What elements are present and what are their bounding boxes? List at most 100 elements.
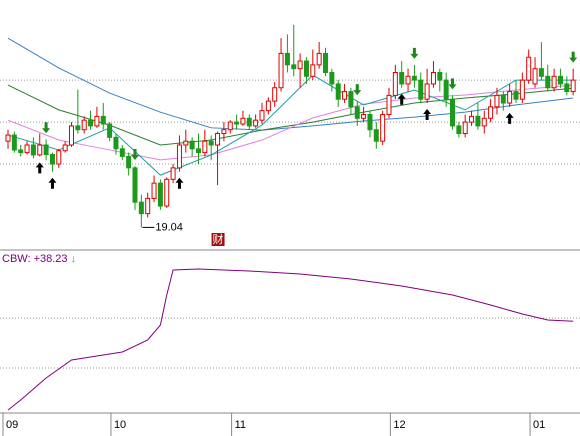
- candle-body: [208, 140, 214, 146]
- candle: [297, 53, 303, 88]
- candle: [291, 24, 297, 77]
- candle: [221, 122, 227, 142]
- candle: [253, 114, 259, 128]
- candle: [240, 110, 246, 126]
- candle-body: [380, 113, 386, 142]
- candle: [399, 61, 405, 88]
- candle: [259, 103, 265, 124]
- candle-body: [526, 56, 532, 81]
- moving-average: [7, 37, 574, 131]
- candle-body: [30, 144, 36, 156]
- candle: [113, 133, 119, 155]
- candle-body: [183, 140, 189, 146]
- candle-body: [202, 140, 208, 154]
- candle-body: [145, 197, 151, 215]
- candle-body: [354, 106, 360, 119]
- candle-body: [538, 68, 544, 77]
- candle-body: [557, 75, 563, 85]
- buy-arrow: [48, 177, 57, 189]
- candle: [481, 110, 487, 134]
- candle-body: [18, 149, 24, 154]
- candle: [532, 57, 538, 88]
- candle: [354, 101, 360, 126]
- x-tick-label: 12: [393, 419, 405, 431]
- candle-body: [227, 121, 233, 131]
- candle: [424, 68, 430, 104]
- candle-body: [399, 71, 405, 85]
- candle: [405, 68, 411, 92]
- candle: [202, 129, 208, 157]
- candle-body: [81, 119, 87, 131]
- candle: [475, 103, 481, 130]
- candle-body: [469, 115, 475, 123]
- candle-body: [56, 150, 62, 165]
- candle: [132, 165, 138, 210]
- candle-body: [507, 91, 513, 104]
- indicator-label: CBW:: [2, 253, 31, 265]
- candle-body: [348, 91, 354, 108]
- event-marker: 财: [213, 232, 224, 246]
- candle: [361, 106, 367, 123]
- candle-body: [132, 167, 138, 203]
- candle-body: [329, 71, 335, 85]
- indicator-trend: ↓: [71, 253, 77, 265]
- candle: [284, 34, 290, 73]
- candle: [329, 68, 335, 92]
- low-annotation: 19.04: [155, 221, 183, 233]
- candle: [215, 131, 221, 186]
- candle: [88, 110, 94, 130]
- candle-body: [437, 71, 443, 81]
- candle-body: [126, 155, 132, 169]
- candle: [227, 120, 233, 134]
- candle: [564, 76, 570, 96]
- candle: [170, 164, 176, 184]
- sell-arrow: [448, 78, 457, 90]
- candle: [176, 135, 182, 172]
- candle: [538, 41, 544, 81]
- candle-body: [373, 129, 379, 142]
- candle-body: [513, 91, 519, 100]
- event-marker-box: [211, 233, 225, 246]
- candle-body: [291, 64, 297, 70]
- candle-body: [119, 148, 125, 157]
- candle: [500, 91, 506, 111]
- candle: [11, 131, 17, 153]
- candle: [494, 87, 500, 115]
- candle-body: [456, 125, 462, 135]
- buy-arrow: [397, 93, 406, 105]
- candle-body: [481, 117, 487, 127]
- candle: [310, 49, 316, 81]
- candle: [342, 83, 348, 104]
- candle-body: [11, 134, 17, 151]
- x-tick-label: 10: [114, 419, 126, 431]
- sell-arrow: [131, 148, 139, 160]
- candle-body: [335, 83, 341, 100]
- candle: [164, 177, 170, 208]
- x-tick-label: 01: [533, 419, 545, 431]
- candle-body: [37, 144, 43, 156]
- candle: [30, 137, 36, 159]
- indicator-title: CBW: +38.23 ↓: [2, 253, 76, 265]
- candle-body: [494, 94, 500, 108]
- candle-body: [443, 79, 449, 100]
- candle: [126, 152, 132, 176]
- candle-body: [488, 106, 494, 119]
- candle: [119, 144, 125, 161]
- candle: [316, 41, 322, 69]
- candle-body: [323, 52, 328, 73]
- candle-body: [450, 98, 455, 127]
- candle-body: [342, 91, 348, 100]
- candle-body: [570, 79, 576, 93]
- candle: [386, 87, 392, 119]
- candle: [450, 95, 455, 130]
- candle: [69, 122, 74, 147]
- candle-body: [551, 75, 557, 89]
- candle: [526, 49, 532, 84]
- candle: [462, 114, 468, 138]
- candle-body: [564, 83, 570, 93]
- candle-body: [107, 123, 113, 138]
- candle: [303, 57, 309, 84]
- candle: [5, 129, 11, 149]
- candle-body: [94, 115, 100, 127]
- candle: [157, 179, 163, 210]
